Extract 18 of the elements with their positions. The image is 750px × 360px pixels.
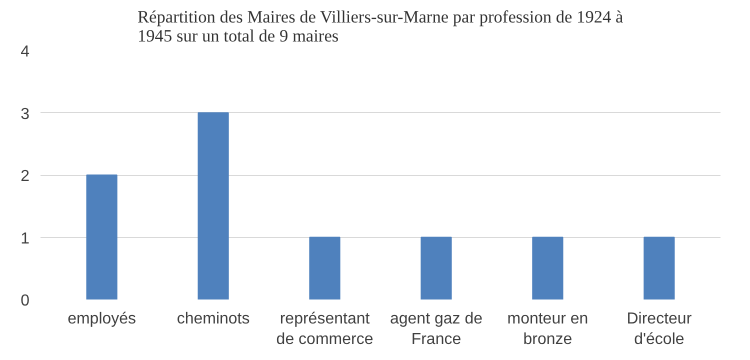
x-tick-label: monteur en bronze [507,310,588,348]
x-tick-label: Directeur d'école [626,310,692,348]
bar [309,236,340,300]
y-tick-label: 0 [20,292,30,310]
bar [644,236,675,300]
chart-title: Répartition des Maires de Villiers-sur-Marne par profession de 1924 à 1945 sur un total de 9 maires [137,8,624,46]
bar [198,112,229,300]
x-tick-label: agent gaz de France [390,310,483,348]
x-tick-label: cheminots [176,310,250,328]
y-tick-label: 1 [20,230,30,248]
y-tick-label: 4 [20,44,30,60]
y-tick-label: 3 [20,106,30,123]
bar [86,174,118,300]
x-tick-label: représentant de commerce [276,310,374,348]
x-tick-label: employés [68,310,136,328]
bar [532,236,564,300]
bar [420,236,452,300]
y-tick-label: 2 [20,168,30,185]
